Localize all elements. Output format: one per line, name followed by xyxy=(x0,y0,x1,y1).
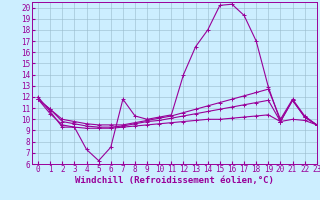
X-axis label: Windchill (Refroidissement éolien,°C): Windchill (Refroidissement éolien,°C) xyxy=(75,176,274,185)
